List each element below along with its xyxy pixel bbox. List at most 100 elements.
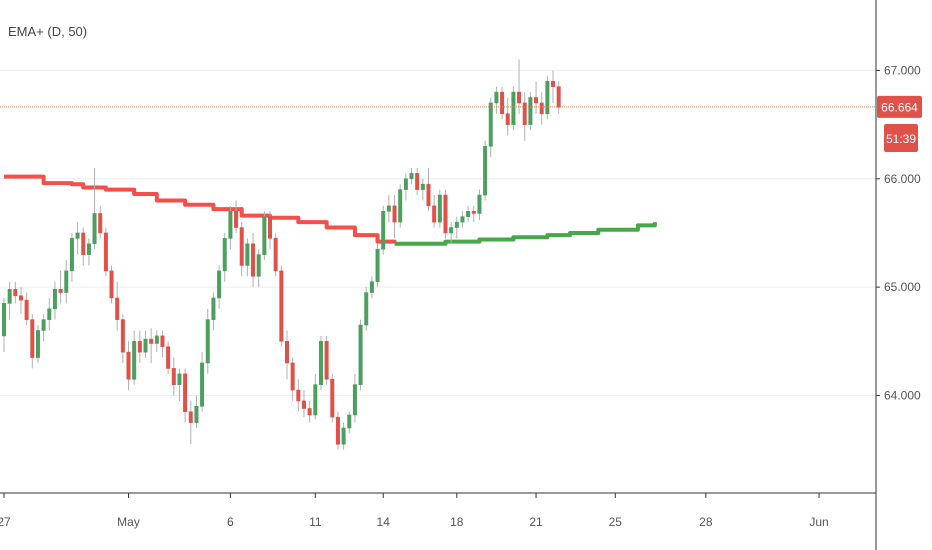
candle-62 — [352, 373, 357, 423]
candle-body-14 — [81, 232, 86, 255]
candle-94 — [534, 81, 539, 114]
candle-89 — [505, 97, 510, 136]
candle-body-57 — [324, 341, 329, 380]
candle-39 — [222, 232, 227, 282]
candle-12 — [69, 232, 74, 282]
candle-body-11 — [64, 270, 69, 293]
candle-46 — [262, 211, 267, 261]
candle-91 — [517, 59, 522, 114]
candle-body-95 — [539, 102, 544, 115]
candle-35 — [200, 352, 205, 412]
candle-body-12 — [69, 238, 74, 272]
candle-70 — [398, 184, 403, 228]
candle-76 — [432, 195, 437, 228]
candle-23 — [132, 330, 137, 385]
candle-88 — [500, 86, 505, 120]
candle-73 — [415, 167, 420, 196]
candle-body-89 — [505, 113, 510, 125]
x-tick-label-8: 28 — [699, 515, 713, 529]
candle-30 — [171, 357, 176, 396]
candle-75 — [426, 167, 431, 212]
candle-body-72 — [409, 173, 414, 180]
candle-15 — [86, 238, 91, 266]
candle-82 — [466, 205, 471, 223]
candle-61 — [347, 411, 352, 434]
candle-14 — [81, 227, 86, 266]
candle-43 — [245, 238, 250, 277]
candle-body-1 — [7, 288, 12, 304]
x-tick-label-0: 27 — [0, 515, 11, 529]
candle-body-47 — [268, 216, 273, 239]
indicator-label[interactable]: EMA+ (D, 50) — [8, 24, 88, 39]
ema-lines — [4, 174, 657, 246]
candle-body-85 — [483, 145, 488, 196]
grid — [0, 69, 876, 396]
candle-body-70 — [398, 189, 403, 223]
candle-51 — [290, 357, 295, 401]
candle-body-27 — [154, 335, 159, 344]
candle-67 — [381, 205, 386, 255]
candle-body-60 — [341, 427, 346, 445]
candle-36 — [205, 308, 210, 374]
candle-17 — [98, 205, 103, 239]
candle-body-83 — [471, 210, 476, 214]
candle-11 — [64, 260, 69, 304]
candle-69 — [392, 195, 397, 239]
x-tick-label-2: 6 — [227, 515, 234, 529]
candle-32 — [183, 368, 188, 423]
candle-body-96 — [545, 80, 550, 115]
candle-body-40 — [228, 210, 233, 239]
candle-body-22 — [126, 351, 131, 380]
candle-72 — [409, 167, 414, 185]
candle-93 — [528, 92, 533, 131]
candle-63 — [358, 319, 363, 391]
candle-body-59 — [335, 416, 340, 445]
candle-body-65 — [369, 281, 374, 293]
candle-9 — [52, 281, 57, 320]
candle-body-74 — [420, 183, 425, 190]
y-tick-label-2: 66.000 — [884, 172, 921, 186]
y-tick-label-0: 64.000 — [884, 388, 921, 402]
candle-body-56 — [318, 341, 323, 385]
candle-body-82 — [466, 210, 471, 218]
candle-body-92 — [522, 102, 527, 125]
candle-body-13 — [75, 232, 80, 239]
candle-body-15 — [86, 243, 91, 255]
candle-body-97 — [551, 80, 556, 87]
candle-body-3 — [18, 295, 23, 301]
candle-body-38 — [217, 270, 222, 299]
candle-16 — [92, 167, 97, 250]
price-tags: 66.664 51:39 — [877, 95, 922, 152]
candle-97 — [551, 70, 556, 103]
candle-41 — [234, 200, 239, 233]
candle-42 — [239, 222, 244, 277]
candle-body-23 — [132, 341, 137, 380]
candle-body-87 — [494, 91, 499, 104]
candle-body-91 — [517, 91, 522, 104]
candle-83 — [471, 205, 476, 223]
candle-80 — [454, 216, 459, 239]
candle-body-8 — [47, 308, 52, 320]
candle-57 — [324, 335, 329, 385]
candle-38 — [217, 265, 222, 309]
x-tick-label-4: 14 — [377, 515, 391, 529]
candle-2 — [13, 281, 18, 304]
candle-body-41 — [234, 210, 239, 228]
candle-81 — [460, 211, 465, 228]
ema-line-above — [4, 174, 397, 244]
candle-body-34 — [194, 406, 199, 423]
candle-body-76 — [432, 205, 437, 223]
candle-79 — [449, 222, 454, 244]
candle-body-77 — [437, 194, 442, 223]
candle-body-94 — [534, 97, 539, 104]
candle-body-9 — [52, 288, 57, 310]
candle-body-66 — [375, 248, 380, 283]
candle-10 — [58, 270, 63, 304]
candle-66 — [375, 243, 380, 288]
candle-53 — [301, 390, 306, 418]
ema-line-below — [394, 222, 657, 246]
candle-86 — [488, 97, 493, 158]
candle-body-55 — [313, 384, 318, 416]
x-axis-ticks: 27 May 6 11 14 18 21 25 28 Jun — [0, 493, 829, 529]
